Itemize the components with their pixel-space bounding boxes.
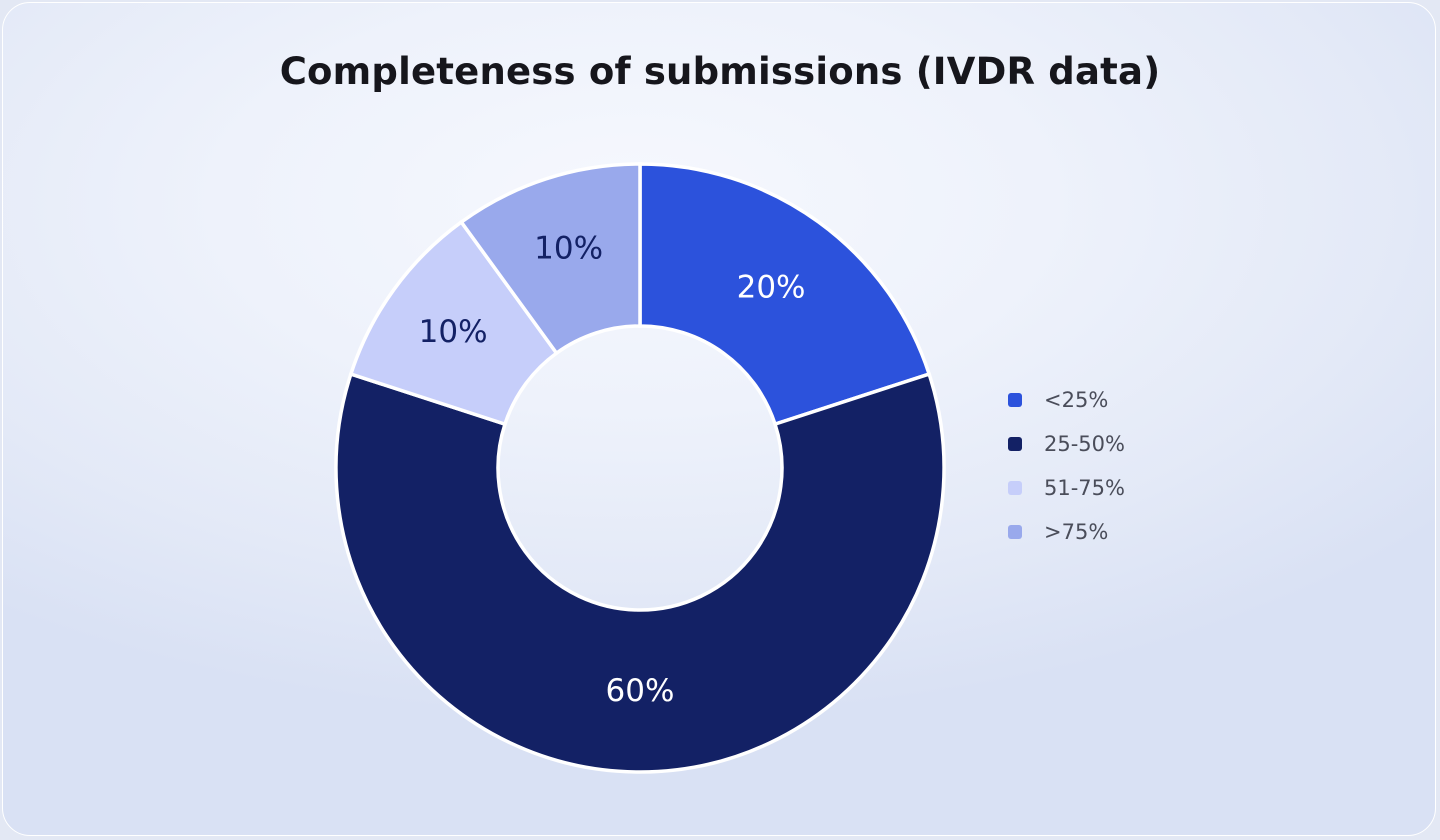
- chart-legend: <25% 25-50% 51-75% >75%: [1008, 378, 1125, 554]
- legend-label: 51-75%: [1044, 476, 1125, 500]
- legend-label: <25%: [1044, 388, 1109, 412]
- donut-slice-51-75: [348, 219, 559, 427]
- legend-swatch: [1008, 437, 1022, 451]
- slice-value-label: 10%: [534, 230, 603, 266]
- legend-item: >75%: [1008, 510, 1125, 554]
- slice-value-label: 20%: [737, 270, 806, 306]
- legend-item: <25%: [1008, 378, 1125, 422]
- legend-swatch: [1008, 393, 1022, 407]
- legend-swatch: [1008, 481, 1022, 495]
- donut-slices: [334, 162, 946, 774]
- slice-value-label: 60%: [606, 673, 675, 709]
- legend-swatch: [1008, 525, 1022, 539]
- donut-slice-lt-25: [638, 162, 932, 427]
- donut-slice-gt-75: [458, 162, 642, 356]
- donut-slice-labels: 20% 60% 10% 10%: [419, 230, 806, 709]
- legend-label: 25-50%: [1044, 432, 1125, 456]
- legend-item: 51-75%: [1008, 466, 1125, 510]
- legend-label: >75%: [1044, 520, 1109, 544]
- slice-value-label: 10%: [419, 314, 488, 350]
- donut-slice-25-50: [334, 371, 946, 774]
- chart-title: Completeness of submissions (IVDR data): [279, 50, 1161, 93]
- legend-item: 25-50%: [1008, 422, 1125, 466]
